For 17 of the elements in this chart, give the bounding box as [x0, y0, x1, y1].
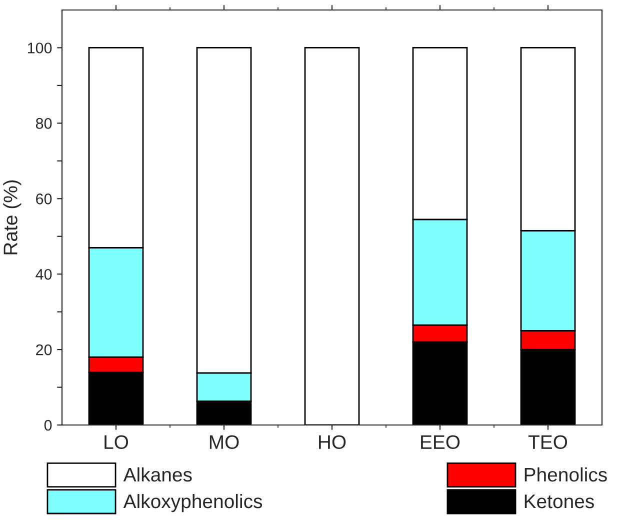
- y-tick-label: 40: [36, 268, 52, 280]
- legend-label: Phenolics: [524, 467, 607, 482]
- legend-label: Alkoxyphenolics: [123, 494, 262, 512]
- bar: [304, 47, 360, 425]
- x-tick-label: HO: [319, 435, 346, 450]
- y-axis-title: Rate (%): [3, 180, 22, 254]
- y-tick-label: 80: [36, 118, 52, 129]
- y-tick-label: 100: [28, 42, 52, 54]
- legend-label: Alkanes: [123, 467, 192, 482]
- y-tick-label: 60: [36, 194, 52, 204]
- x-tick-label: TEO: [528, 435, 568, 450]
- y-tick-label: 0: [44, 420, 52, 431]
- x-tick-label: LO: [104, 435, 128, 450]
- x-tick-label: EEO: [421, 435, 460, 450]
- legend-label: Ketones: [524, 494, 594, 508]
- x-tick-label: MO: [210, 435, 239, 450]
- y-tick-label: 20: [36, 344, 52, 356]
